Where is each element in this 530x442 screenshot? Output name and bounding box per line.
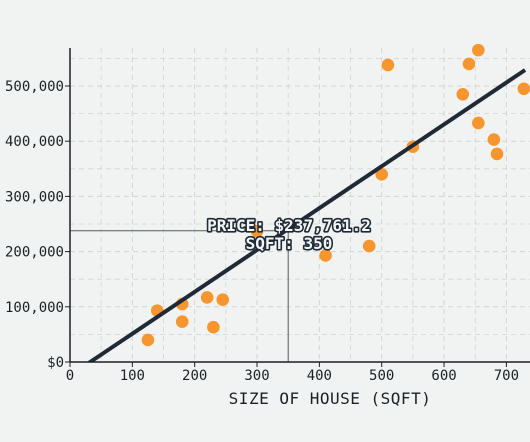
x-tick-label: 600 xyxy=(431,368,456,384)
data-point xyxy=(175,315,189,329)
data-point xyxy=(462,57,476,71)
data-point xyxy=(319,249,332,262)
data-point xyxy=(472,43,485,57)
data-point xyxy=(487,133,501,146)
highlight-annotation: PRICE: $237,761.2 SQFT: 350 xyxy=(206,214,373,254)
x-tick-label: 400 xyxy=(307,368,332,384)
data-point xyxy=(517,82,530,96)
data-point xyxy=(490,147,504,161)
price-annotation: PRICE: $237,761.2 xyxy=(207,216,371,235)
y-tick-label: $0 xyxy=(47,355,64,371)
regression-line-group xyxy=(86,68,527,362)
data-point xyxy=(375,168,389,181)
data-point xyxy=(250,224,264,238)
x-tick-label: 200 xyxy=(182,368,207,384)
y-tick-label: 500,000 xyxy=(5,79,64,95)
y-tick-label: 100,000 xyxy=(5,300,64,316)
sqft-annotation: SQFT: 350 xyxy=(246,234,333,253)
x-tick-label: 300 xyxy=(244,368,269,384)
data-point xyxy=(362,239,376,253)
y-tick-label: 400,000 xyxy=(5,134,64,150)
tick-labels: 0 100 200 300 400 500 600 700 $0 100,000 200,000 30… xyxy=(5,79,519,384)
data-point xyxy=(216,293,230,306)
y-tick-label: 200,000 xyxy=(5,245,64,261)
regression-line xyxy=(86,68,527,362)
x-tick-label: 100 xyxy=(120,368,145,384)
x-tick-label: 500 xyxy=(369,368,394,384)
data-point xyxy=(472,116,485,130)
data-point xyxy=(207,320,220,334)
data-point xyxy=(141,333,155,347)
axes xyxy=(65,48,530,367)
grid-lines xyxy=(70,48,530,362)
x-tick-label: 700 xyxy=(494,368,519,384)
x-tick-label: 0 xyxy=(66,368,74,384)
y-tick-label: 300,000 xyxy=(5,189,64,205)
data-point xyxy=(381,58,395,72)
data-point xyxy=(456,87,470,101)
data-point xyxy=(200,291,214,304)
x-axis-title: SIZE OF HOUSE (SQFT) xyxy=(229,389,432,408)
